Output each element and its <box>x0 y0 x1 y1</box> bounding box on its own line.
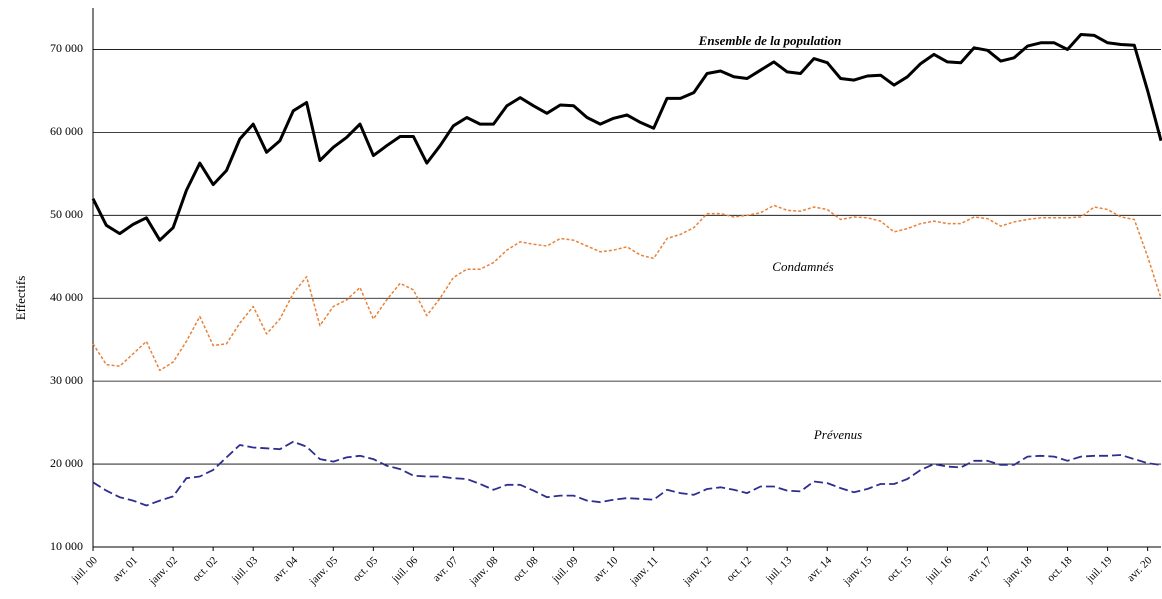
x-tick-label: avr. 14 <box>804 554 834 584</box>
x-tick-label: avr. 07 <box>431 554 461 584</box>
x-tick-label: janv. 02 <box>146 554 180 588</box>
x-tick-label: oct. 02 <box>190 554 220 584</box>
x-tick-label: juil. 16 <box>923 554 955 586</box>
x-tick-label: avr. 20 <box>1125 554 1155 584</box>
x-tick-label: juil. 06 <box>389 554 421 586</box>
y-axis-label: Effectifs <box>13 276 28 321</box>
y-tick-label: 40 000 <box>50 290 83 304</box>
x-tick-label: janv. 08 <box>467 554 501 588</box>
x-tick-label: janv. 15 <box>840 554 874 588</box>
x-tick-label: oct. 12 <box>724 554 754 584</box>
series-line <box>92 204 1162 372</box>
x-tick-label: oct. 05 <box>351 554 381 584</box>
series-label: Ensemble de la population <box>698 33 842 48</box>
x-tick-label: avr. 17 <box>965 554 995 584</box>
series-label: Condamnés <box>772 259 833 274</box>
x-tick-label: juil. 19 <box>1083 554 1115 586</box>
x-tick-label: oct. 08 <box>511 554 541 584</box>
x-tick-label: janv. 18 <box>1001 554 1035 588</box>
series-line <box>91 33 1162 242</box>
x-tick-label: juil. 03 <box>229 554 261 586</box>
x-tick-label: oct. 15 <box>885 554 915 584</box>
x-tick-label: janv. 11 <box>627 554 660 587</box>
x-tick-label: juil. 00 <box>69 554 101 586</box>
x-tick-label: avr. 01 <box>110 554 140 584</box>
x-tick-label: janv. 12 <box>680 554 714 588</box>
series-label: Prévenus <box>813 427 862 442</box>
x-tick-label: juil. 09 <box>549 554 581 586</box>
x-tick-label: avr. 10 <box>591 554 621 584</box>
y-tick-label: 30 000 <box>50 373 83 387</box>
y-tick-label: 10 000 <box>50 539 83 553</box>
y-tick-label: 50 000 <box>50 207 83 221</box>
x-tick-label: juil. 13 <box>763 554 795 586</box>
x-tick-label: janv. 05 <box>306 554 340 588</box>
y-tick-label: 60 000 <box>50 124 83 138</box>
x-tick-label: oct. 18 <box>1045 554 1075 584</box>
y-tick-label: 70 000 <box>50 41 83 55</box>
y-tick-label: 20 000 <box>50 456 83 470</box>
series-line <box>92 440 1162 507</box>
x-tick-label: avr. 04 <box>270 554 300 584</box>
